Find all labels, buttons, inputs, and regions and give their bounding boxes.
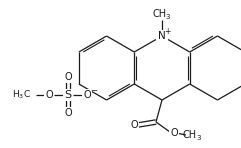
Text: O: O (83, 90, 91, 100)
Text: S: S (64, 90, 72, 100)
Text: 3: 3 (166, 14, 170, 20)
Text: N: N (158, 31, 166, 41)
Text: CH: CH (183, 130, 197, 140)
Text: −: − (91, 86, 98, 95)
Text: O: O (64, 72, 72, 82)
Text: CH: CH (153, 9, 167, 19)
Text: H$_3$C: H$_3$C (12, 89, 31, 101)
Text: O: O (64, 108, 72, 118)
Text: 3: 3 (197, 135, 201, 141)
Text: O: O (45, 90, 53, 100)
Text: O: O (170, 128, 178, 138)
Text: +: + (164, 26, 171, 36)
Text: O: O (130, 120, 138, 130)
